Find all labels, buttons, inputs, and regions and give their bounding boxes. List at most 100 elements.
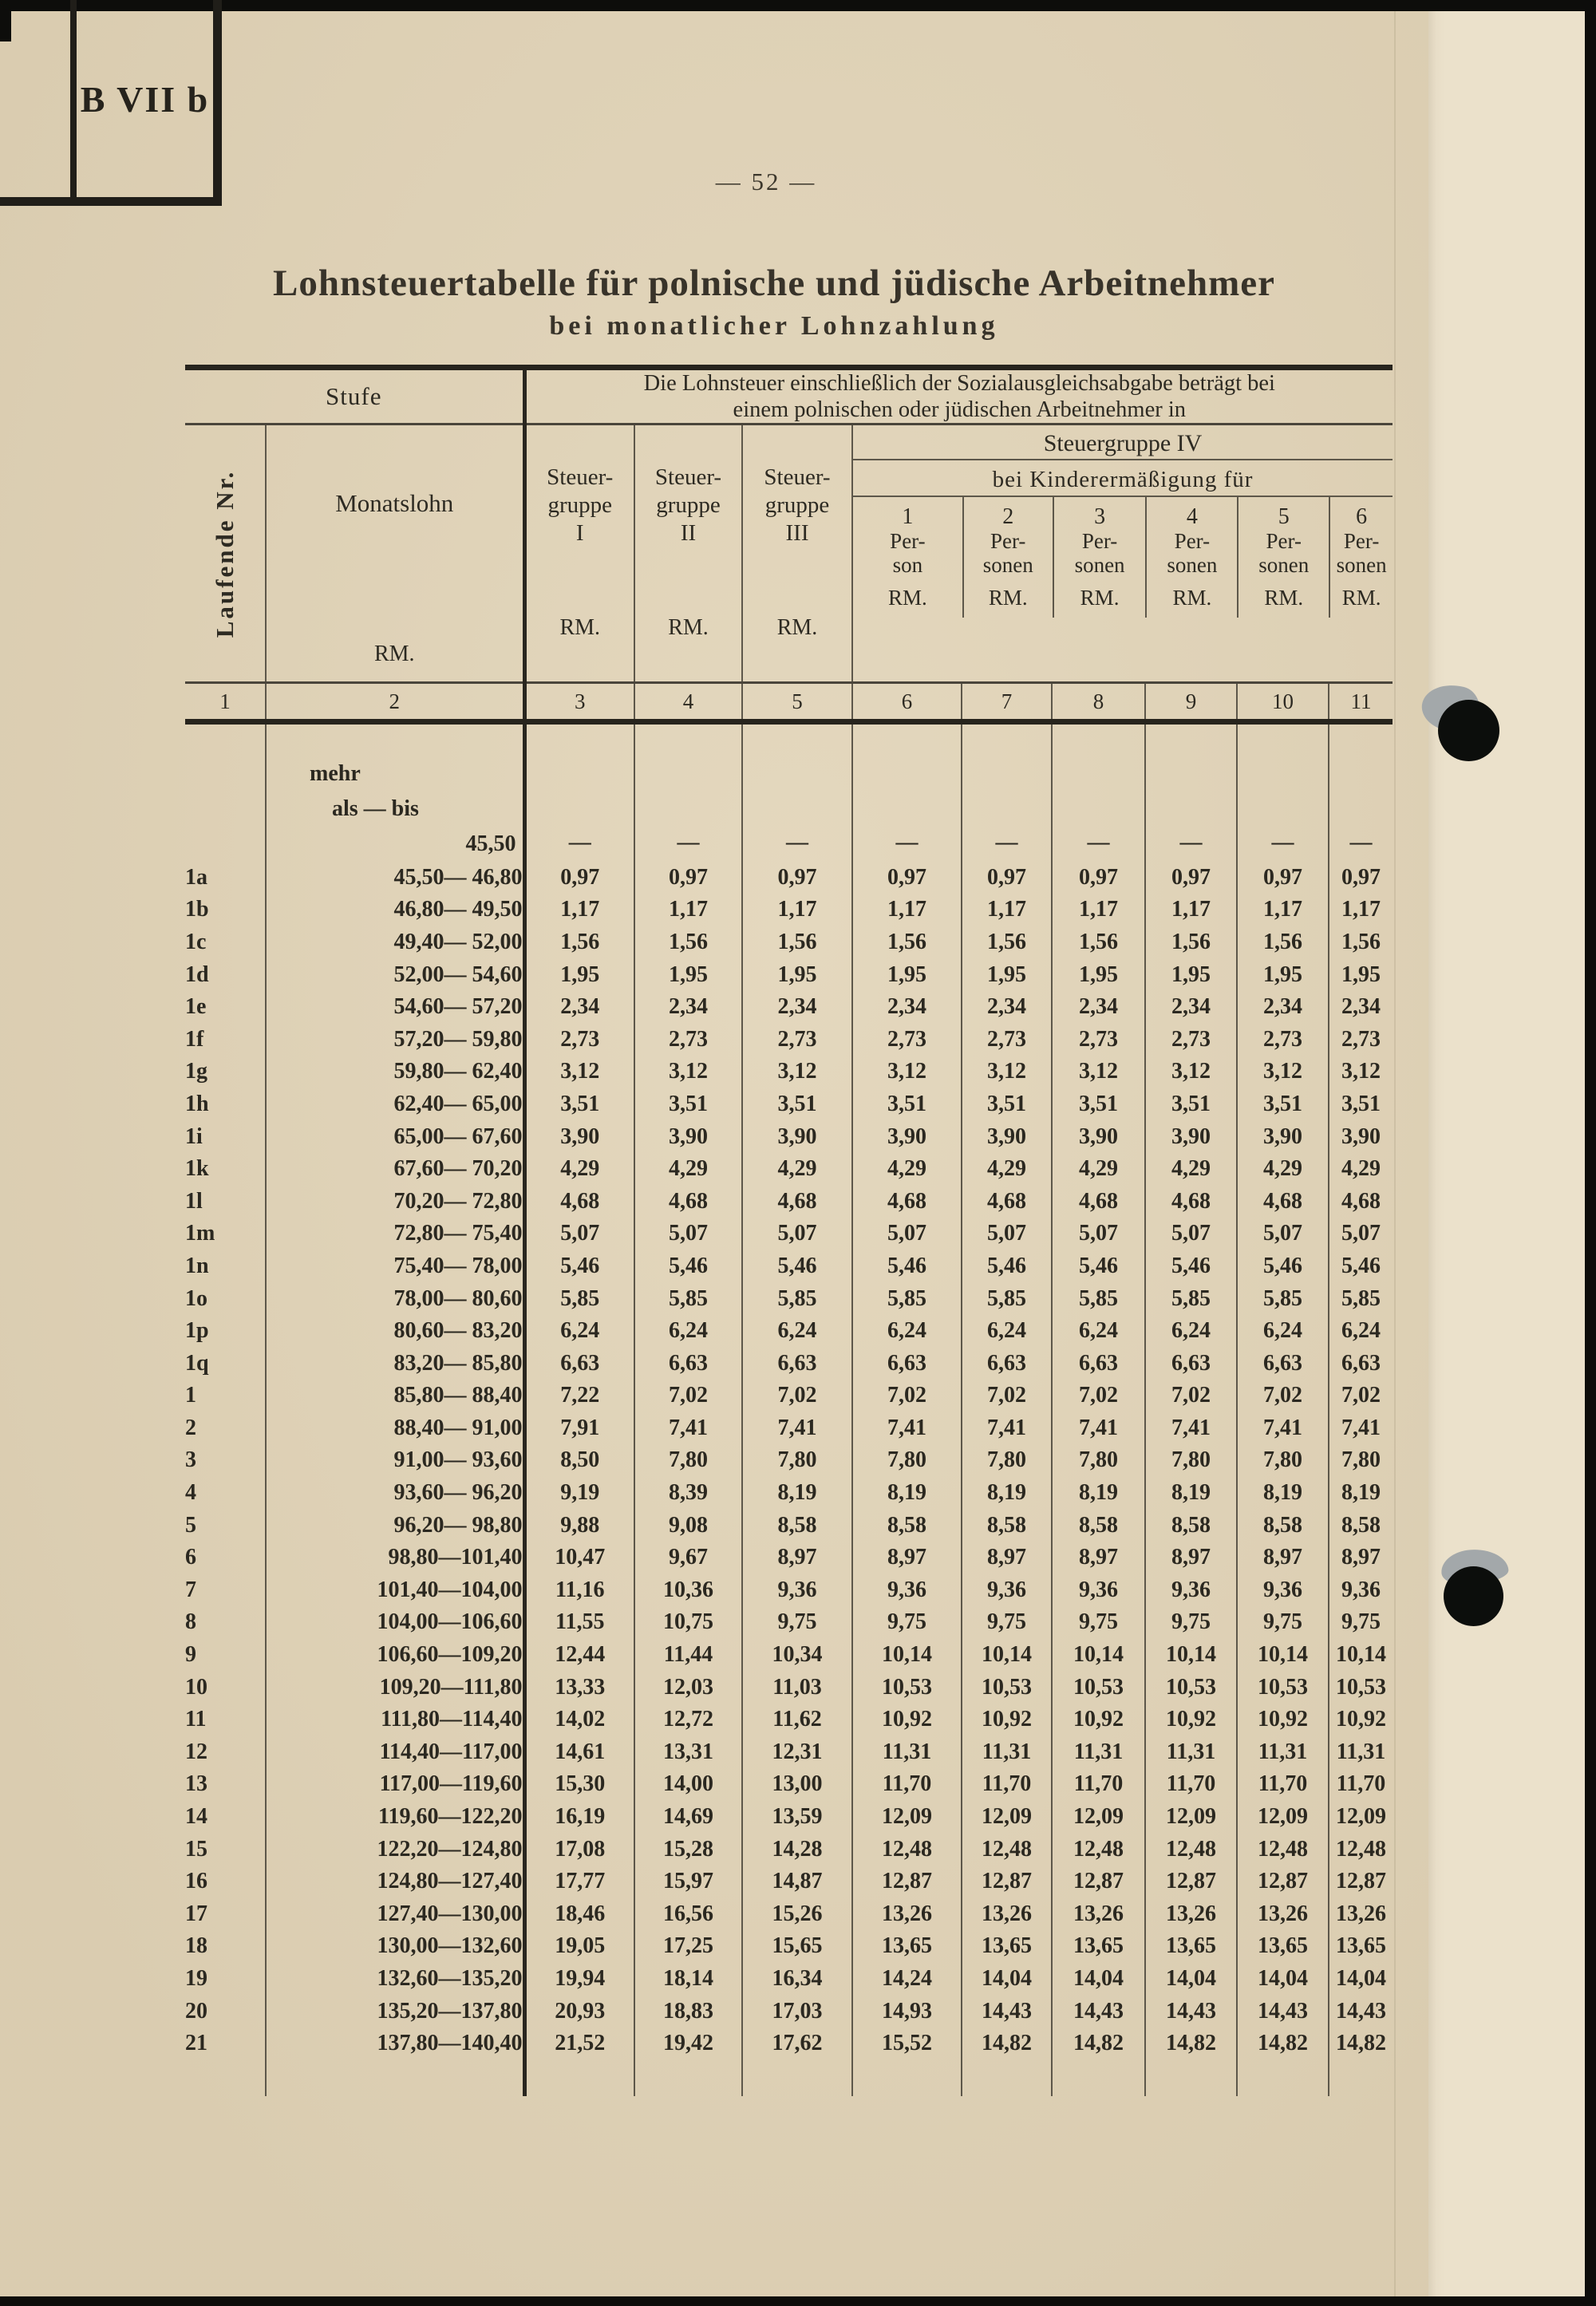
cell-steuer-value: 1,17 <box>1144 894 1237 926</box>
cell-steuer-value: 15,65 <box>741 1930 852 1963</box>
cell-monatslohn: 49,40— 52,00 <box>265 926 524 959</box>
cell-steuer-value: 0,97 <box>741 861 852 894</box>
cell-steuer-value: 9,67 <box>634 1541 742 1574</box>
tax-note-line2: einem polnischen oder jüdischen Arbeitne… <box>733 397 1187 422</box>
cell-steuer-value: 4,68 <box>1144 1185 1237 1218</box>
table-row: 1 85,80— 88,40 7,22 7,02 7,02 7,02 7,02 7,02 7,0… <box>185 1380 1393 1412</box>
cell-steuer-value: 1,17 <box>851 894 962 926</box>
cell-steuer-value: 6,63 <box>634 1347 742 1380</box>
header-person-6: 6 Per- sonen RM. <box>1329 497 1393 618</box>
intro-section: mehr als — bis 45,50 — — — — — — — — — <box>185 721 1393 862</box>
cell-steuer-value: 7,80 <box>1327 1444 1393 1477</box>
cell-steuer-value: 4,29 <box>741 1152 852 1186</box>
cell-steuer-value: 9,75 <box>961 1606 1052 1639</box>
cell-steuer-value: 17,25 <box>634 1930 742 1963</box>
cell-laufende-nr: 9 <box>185 1642 196 1668</box>
cell-steuer-value: 3,90 <box>1236 1120 1329 1153</box>
cell-steuer-value: 3,90 <box>1051 1120 1145 1153</box>
cell-steuer-value: 14,82 <box>1236 2027 1329 2060</box>
cell-steuer-value: 10,92 <box>1051 1703 1145 1736</box>
cell-steuer-value: 18,83 <box>634 1995 742 2028</box>
cell-steuer-value: 12,48 <box>1236 1833 1329 1866</box>
cell-steuer-value: 4,68 <box>1236 1185 1329 1218</box>
table-row: 8 104,00—106,60 11,55 10,75 9,75 9,75 9,75 9,75… <box>185 1606 1393 1639</box>
cell-steuer-value: 12,48 <box>961 1833 1052 1866</box>
spacer-cell <box>1144 2059 1237 2097</box>
cell-steuer-value: 1,95 <box>634 958 742 991</box>
cell-laufende-nr: 1o <box>185 1285 207 1311</box>
cell-steuer-value: 3,12 <box>1327 1056 1393 1088</box>
header-person-4: 4 Per- sonen RM. <box>1145 497 1237 618</box>
table-row: 18 130,00—132,60 19,05 17,25 15,65 13,65 13,65… <box>185 1930 1393 1963</box>
rm-unit-label: RM. <box>1172 586 1212 610</box>
cell-steuer-value: 12,09 <box>1236 1800 1329 1834</box>
cell-steuer-value: 13,65 <box>961 1930 1052 1963</box>
cell-monatslohn: 93,60— 96,20 <box>265 1476 524 1510</box>
cell-steuer-value: 3,51 <box>522 1088 634 1121</box>
cell-steuer-value: 2,73 <box>1144 1023 1237 1056</box>
cell-steuer-value: 7,02 <box>1144 1380 1237 1412</box>
cell-steuer-value: 13,26 <box>961 1897 1052 1931</box>
header-steuergruppe-2: Steuer- gruppe II RM. <box>634 424 742 684</box>
cell-steuer-value: 4,29 <box>851 1152 962 1186</box>
cell-steuer-value: 2,73 <box>1051 1023 1145 1056</box>
cell-steuer-value: 1,56 <box>522 926 634 959</box>
cell-steuer-value: 11,70 <box>1236 1768 1329 1801</box>
cell-steuer-value: 2,73 <box>634 1023 742 1056</box>
table-row: 17 127,40—130,00 18,46 16,56 15,26 13,26 13,26… <box>185 1897 1393 1931</box>
cell-steuer-value: 1,95 <box>1327 958 1393 991</box>
cell-steuer-value: 6,63 <box>1144 1347 1237 1380</box>
cell-steuer-value: 14,00 <box>634 1768 742 1801</box>
cell-steuer-value: 5,85 <box>1051 1282 1145 1315</box>
cell-steuer-value: 1,17 <box>1051 894 1145 926</box>
cell-steuer-value: 13,65 <box>1236 1930 1329 1963</box>
cell-steuer-value: 10,92 <box>1144 1703 1237 1736</box>
cell-steuer-value: 11,70 <box>1051 1768 1145 1801</box>
cell-steuer-value: 3,51 <box>1051 1088 1145 1121</box>
cell-steuer-value: 7,41 <box>634 1412 742 1445</box>
cell-steuer-value: 11,31 <box>1051 1735 1145 1769</box>
cell-steuer-value: 2,73 <box>851 1023 962 1056</box>
cell-steuer-value: 10,14 <box>1236 1638 1329 1672</box>
cell-steuer-value: 5,07 <box>851 1218 962 1250</box>
cell-steuer-value: 3,90 <box>1327 1120 1393 1153</box>
table-footer-space <box>185 2059 1393 2097</box>
cell-steuer-value: 3,90 <box>961 1120 1052 1153</box>
cell-steuer-value: 9,75 <box>1144 1606 1237 1639</box>
cell-laufende-nr: 1e <box>185 994 207 1020</box>
cell-steuer-value: 12,03 <box>634 1671 742 1704</box>
cell-monatslohn: 57,20— 59,80 <box>265 1023 524 1056</box>
cell-steuer-value: 16,34 <box>741 1962 852 1996</box>
cell-laufende-nr: 21 <box>185 2031 207 2056</box>
cell-steuer-value: 12,09 <box>1051 1800 1145 1834</box>
steuergruppe-2-numeral: II <box>680 520 697 546</box>
cell-steuer-value: 7,80 <box>851 1444 962 1477</box>
cell-steuer-value: 15,26 <box>741 1897 852 1931</box>
cell-steuer-value: 8,19 <box>851 1476 962 1510</box>
intro-row: mehr als — bis 45,50 — — — — — — — — — <box>185 721 1393 862</box>
table-row: 20 135,20—137,80 20,93 18,83 17,03 14,93 14,43… <box>185 1995 1393 2028</box>
cell-monatslohn: 78,00— 80,60 <box>265 1282 524 1315</box>
cell-steuer-value: 12,44 <box>522 1638 634 1672</box>
cell-steuer-value: 6,24 <box>1236 1314 1329 1348</box>
cell-steuer-value: 11,31 <box>1144 1735 1237 1769</box>
cell-monatslohn: 70,20— 72,80 <box>265 1185 524 1218</box>
punch-hole-top <box>1438 700 1499 761</box>
rm-unit-label: RM. <box>559 615 601 640</box>
spacer-cell <box>634 2059 742 2097</box>
cell-steuer-value: 4,29 <box>522 1152 634 1186</box>
cell-laufende-nr: 19 <box>185 1965 207 1991</box>
scan-edge-top <box>0 0 1596 11</box>
cell-steuer-value: 14,04 <box>961 1962 1052 1996</box>
cell-steuer-value: 6,24 <box>1144 1314 1237 1348</box>
cell-steuer-value: 5,85 <box>522 1282 634 1315</box>
cell-steuer-value: 3,51 <box>741 1088 852 1121</box>
page-title: Lohnsteuertabelle für polnische und jüdi… <box>272 263 1275 304</box>
table-row: 1o 78,00— 80,60 5,85 5,85 5,85 5,85 5,85 5,85 5,… <box>185 1282 1393 1315</box>
cell-laufende-nr: 1g <box>185 1059 207 1084</box>
steuergruppe-1-numeral: I <box>575 520 584 546</box>
cell-dash: — <box>1327 721 1393 862</box>
column-number: 9 <box>1144 682 1237 725</box>
cell-steuer-value: 14,43 <box>1236 1995 1329 2028</box>
